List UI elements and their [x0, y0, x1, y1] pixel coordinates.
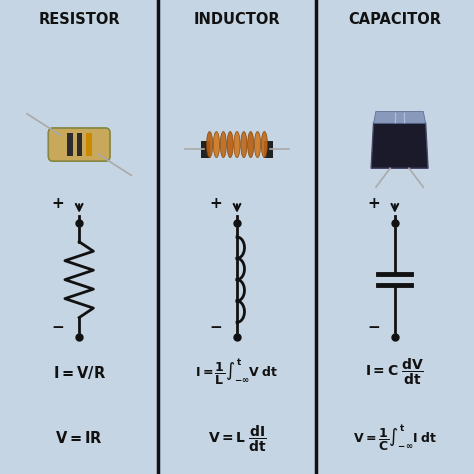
- Bar: [201, 141, 210, 158]
- Text: −: −: [367, 319, 380, 335]
- Ellipse shape: [261, 132, 267, 158]
- Text: −: −: [210, 319, 222, 335]
- Text: $\mathbf{V = L\;\dfrac{dI}{dt}}$: $\mathbf{V = L\;\dfrac{dI}{dt}}$: [208, 423, 266, 454]
- Ellipse shape: [220, 132, 227, 158]
- Text: +: +: [367, 196, 380, 211]
- Text: CAPACITOR: CAPACITOR: [348, 12, 441, 27]
- Ellipse shape: [207, 132, 213, 158]
- Text: $\mathbf{I = C\;\dfrac{dV}{dt}}$: $\mathbf{I = C\;\dfrac{dV}{dt}}$: [365, 357, 424, 387]
- Bar: [67, 133, 73, 156]
- Ellipse shape: [234, 132, 240, 158]
- Text: +: +: [210, 196, 222, 211]
- FancyBboxPatch shape: [48, 128, 110, 161]
- Text: INDUCTOR: INDUCTOR: [194, 12, 280, 27]
- Ellipse shape: [241, 132, 247, 158]
- Bar: [86, 133, 92, 156]
- Ellipse shape: [227, 132, 233, 158]
- Polygon shape: [374, 111, 426, 123]
- Text: $\mathbf{V = IR}$: $\mathbf{V = IR}$: [55, 430, 103, 447]
- Text: $\mathbf{V = \dfrac{1}{C}\int_{-\infty}^{t} I\;dt}$: $\mathbf{V = \dfrac{1}{C}\int_{-\infty}^…: [353, 424, 437, 453]
- Ellipse shape: [255, 132, 261, 158]
- Bar: [77, 133, 82, 156]
- Ellipse shape: [213, 132, 219, 158]
- Text: RESISTOR: RESISTOR: [38, 12, 120, 27]
- Text: −: −: [52, 319, 64, 335]
- Text: $\mathbf{I = V/R}$: $\mathbf{I = V/R}$: [53, 364, 106, 381]
- Text: $\mathbf{I = \dfrac{1}{L}\int_{-\infty}^{t} V\;dt}$: $\mathbf{I = \dfrac{1}{L}\int_{-\infty}^…: [195, 357, 279, 387]
- Text: +: +: [52, 196, 64, 211]
- Bar: [264, 141, 273, 158]
- Ellipse shape: [247, 132, 254, 158]
- Polygon shape: [371, 123, 428, 168]
